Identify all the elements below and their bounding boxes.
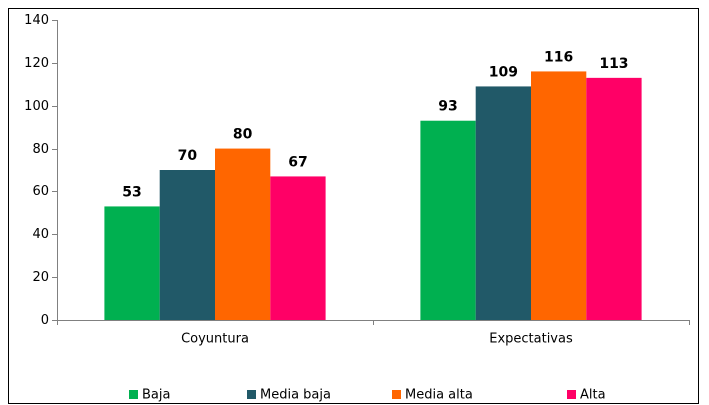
y-tick-label: 80 (32, 142, 49, 157)
bar (586, 77, 642, 320)
bar (475, 86, 531, 320)
bar (215, 148, 271, 320)
value-label: 113 (599, 56, 628, 72)
legend-swatch (567, 390, 576, 399)
legend-swatch (129, 390, 138, 399)
value-label: 93 (438, 99, 457, 115)
y-tick-label: 100 (24, 99, 49, 114)
value-label: 67 (288, 154, 307, 170)
legend-label: Media alta (405, 388, 473, 403)
y-tick-label: 20 (32, 270, 49, 285)
y-tick-label: 140 (24, 13, 49, 28)
x-tick-label: Expectativas (489, 332, 573, 347)
value-label: 116 (544, 49, 573, 65)
value-label: 109 (489, 64, 518, 80)
bar (420, 120, 476, 320)
bar (270, 176, 326, 320)
legend-label: Media baja (260, 388, 331, 403)
value-label: 80 (233, 127, 253, 143)
legend-label: Baja (142, 388, 170, 403)
bar (104, 206, 160, 320)
y-tick-label: 120 (24, 56, 49, 71)
value-label: 70 (178, 148, 198, 164)
legend-swatch (247, 390, 256, 399)
bar (159, 170, 215, 320)
legend-label: Alta (580, 388, 606, 403)
y-tick-label: 0 (41, 313, 49, 328)
bar (531, 71, 587, 320)
value-label: 53 (122, 184, 141, 200)
y-tick-label: 60 (32, 184, 49, 199)
chart-frame (8, 8, 699, 404)
x-tick-label: Coyuntura (181, 332, 249, 347)
y-tick-label: 40 (32, 227, 49, 242)
legend-swatch (392, 390, 401, 399)
